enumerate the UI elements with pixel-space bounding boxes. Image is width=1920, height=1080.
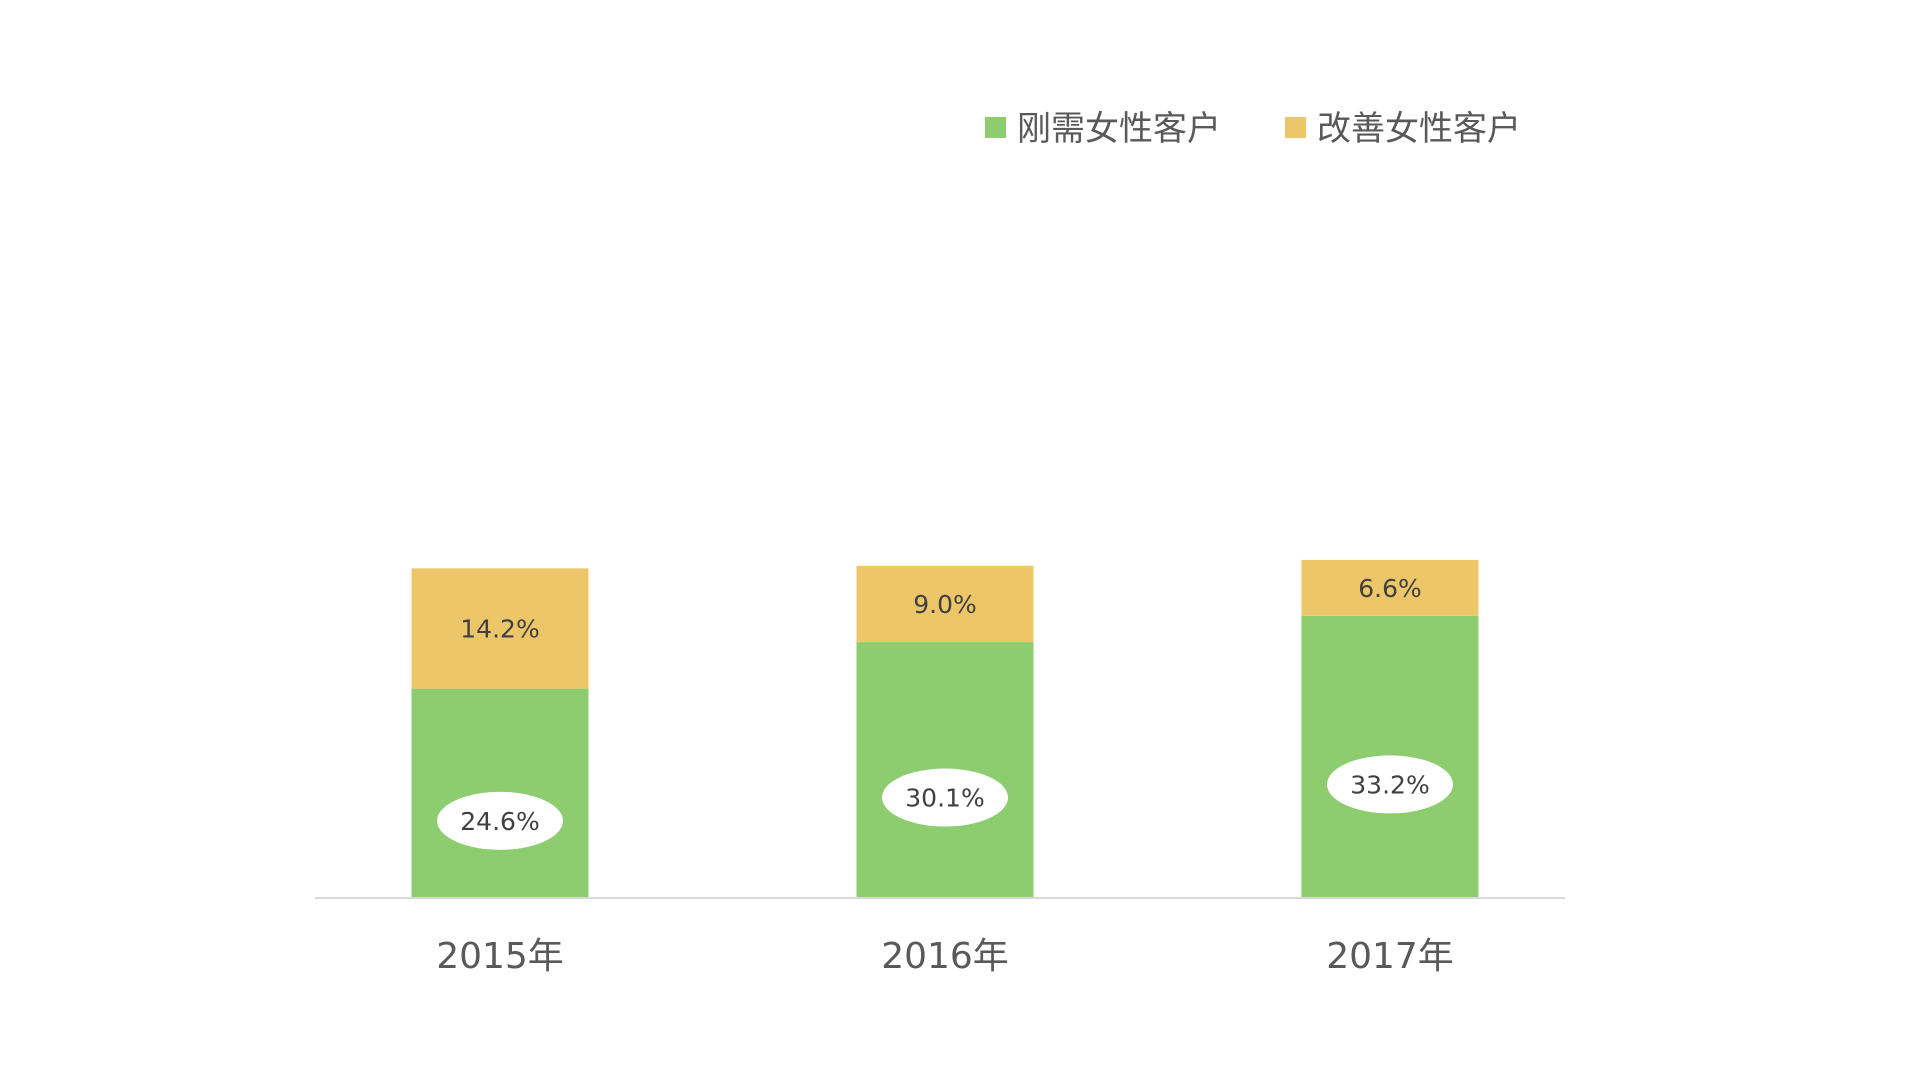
data-label-upgrade-1: 9.0% <box>913 590 977 619</box>
data-label-bubble-0 <box>437 791 563 850</box>
data-label-rigid-2: 33.2% <box>1350 770 1429 799</box>
bar-upgrade-2 <box>1301 559 1479 616</box>
x-tick-label-2: 2017年 <box>1326 936 1454 977</box>
legend-swatch-rigid <box>985 117 1006 138</box>
chart-legend: 刚需女性客户 改善女性客户 <box>985 109 1521 149</box>
x-tick-label-1: 2016年 <box>881 936 1009 977</box>
legend-swatch-upgrade <box>1285 117 1306 138</box>
data-label-bubble-1 <box>882 768 1008 827</box>
legend-label-rigid: 刚需女性客户 <box>1017 109 1221 149</box>
data-label-upgrade-0: 14.2% <box>460 615 539 644</box>
data-label-bubble-2 <box>1327 755 1453 814</box>
x-tick-label-0: 2015年 <box>436 936 564 977</box>
bar-upgrade-1 <box>856 565 1034 643</box>
legend-label-upgrade: 改善女性客户 <box>1317 109 1521 149</box>
data-label-rigid-1: 30.1% <box>905 784 984 813</box>
data-label-rigid-0: 24.6% <box>460 807 539 836</box>
bar-upgrade-0 <box>411 568 589 689</box>
x-axis-ticks: 2015年 2016年 2017年 <box>436 936 1454 977</box>
data-labels: 24.6% 14.2% 30.1% 9.0% 33.2% 6.6% <box>437 574 1453 850</box>
data-label-upgrade-2: 6.6% <box>1358 574 1422 603</box>
